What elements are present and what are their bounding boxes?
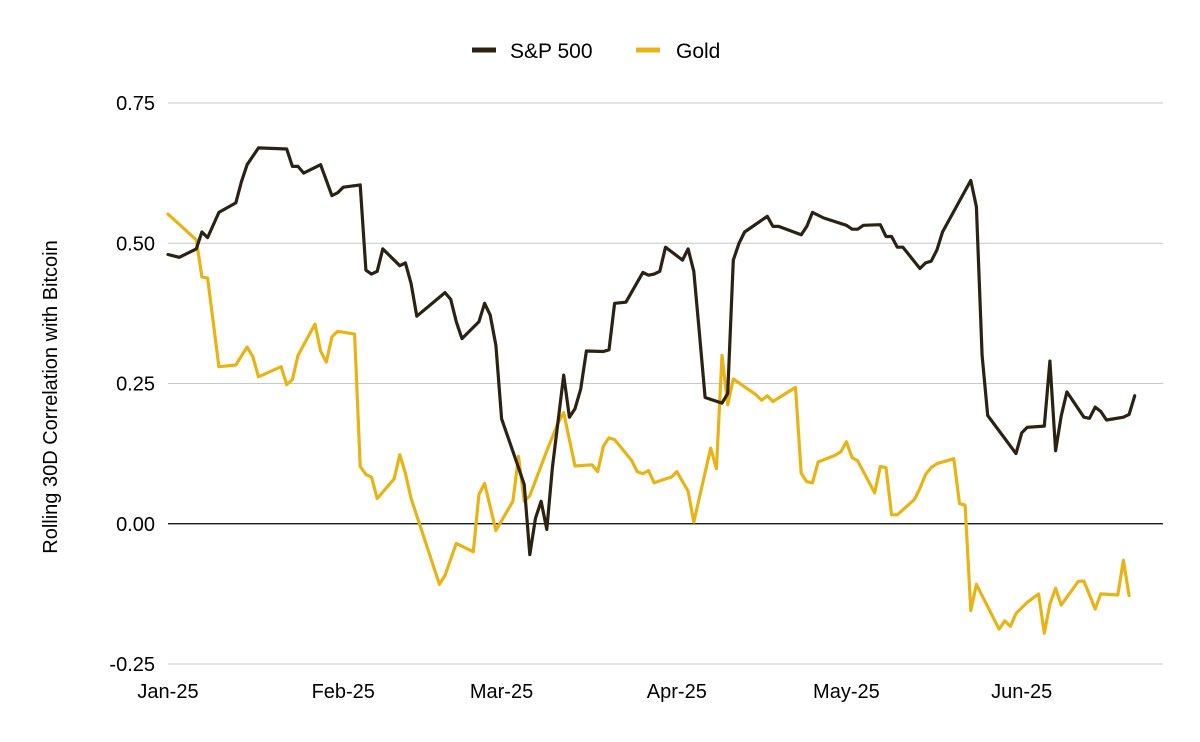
legend-item-gold[interactable]: Gold	[636, 40, 720, 63]
x-tick-label: Jun-25	[991, 681, 1052, 703]
y-tick-label: 0.50	[116, 233, 155, 255]
x-tick-label: May-25	[813, 681, 880, 703]
x-tick-label: Feb-25	[312, 681, 375, 703]
legend-item-sp500[interactable]: S&P 500	[472, 40, 593, 63]
x-axis-ticks: Jan-25 Feb-25 Mar-25 Apr-25 May-25 Jun-25	[137, 681, 1052, 703]
y-tick-label: 0.75	[116, 93, 155, 115]
y-tick-label: 0.25	[116, 374, 155, 396]
y-tick-label: -0.25	[109, 654, 155, 676]
x-tick-label: Apr-25	[647, 681, 707, 703]
legend-label-gold: Gold	[676, 40, 720, 63]
series-line-gold	[166, 212, 1131, 635]
y-axis-label: Rolling 30D Correlation with Bitcoin	[40, 240, 62, 553]
series-line-sp500	[166, 146, 1137, 557]
legend: S&P 500 Gold	[472, 40, 720, 63]
x-tick-label: Mar-25	[470, 681, 533, 703]
gridlines	[168, 102, 1163, 665]
series-lines	[166, 146, 1137, 635]
x-tick-label: Jan-25	[137, 681, 198, 703]
y-tick-label: 0.00	[116, 514, 155, 536]
legend-label-sp500: S&P 500	[510, 40, 593, 63]
y-axis-ticks: 0.75 0.50 0.25 0.00 -0.25	[109, 93, 155, 676]
